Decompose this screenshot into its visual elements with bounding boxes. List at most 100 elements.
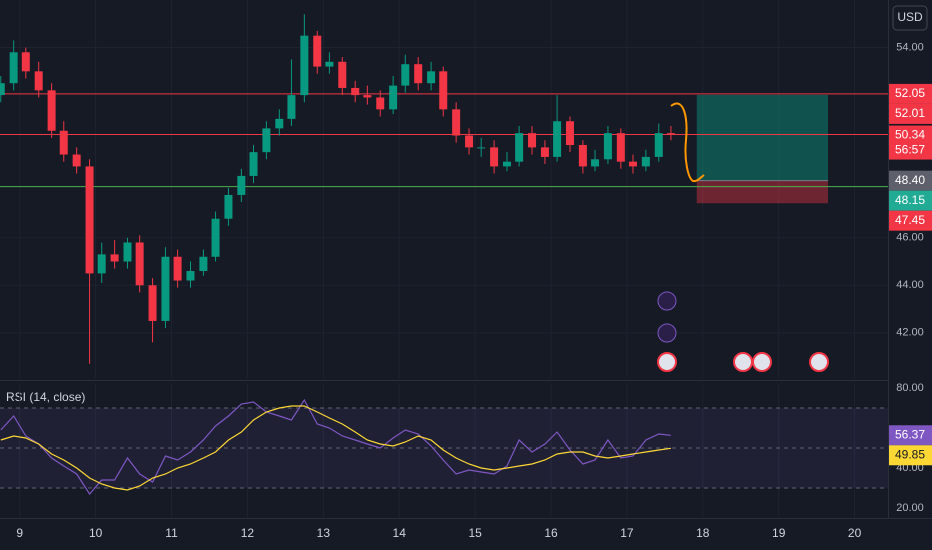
candle-body bbox=[300, 35, 309, 96]
candle-body bbox=[224, 194, 233, 219]
icon[interactable] bbox=[657, 323, 677, 343]
y-tick-label: 54.00 bbox=[896, 41, 924, 53]
icon[interactable] bbox=[752, 352, 772, 372]
candle-body bbox=[123, 242, 132, 262]
x-tick-label: 12 bbox=[241, 526, 255, 540]
price-badge-label: 56.37 bbox=[895, 427, 925, 441]
price-badge bbox=[889, 170, 932, 191]
drawing bbox=[670, 102, 705, 183]
candle-body bbox=[325, 61, 334, 67]
price-badge-label: 52.05 bbox=[895, 86, 925, 100]
price-badge-label: 48.15 bbox=[895, 193, 925, 207]
x-tick-label: 11 bbox=[165, 526, 178, 540]
candle-body bbox=[389, 85, 398, 110]
candle-body bbox=[211, 218, 220, 257]
x-tick-label: 10 bbox=[89, 526, 103, 540]
x-tick-label: 19 bbox=[772, 526, 786, 540]
price-badge bbox=[889, 190, 932, 211]
icon[interactable] bbox=[733, 352, 753, 372]
candle-body bbox=[427, 71, 436, 84]
candle-body bbox=[641, 156, 650, 167]
icon[interactable] bbox=[657, 291, 677, 311]
candle-body bbox=[540, 147, 549, 157]
candle-body bbox=[186, 271, 195, 281]
price-badge-label: 49.85 bbox=[895, 447, 925, 461]
rsi-title: RSI (14, close) bbox=[6, 390, 85, 404]
loss-zone bbox=[696, 180, 829, 204]
candle-body bbox=[9, 52, 18, 84]
y-tick-label: 20.00 bbox=[896, 502, 924, 514]
price-badge bbox=[889, 445, 932, 466]
candle-body bbox=[199, 256, 208, 272]
candle-body bbox=[439, 71, 448, 110]
candle-body bbox=[502, 161, 511, 167]
x-tick-label: 20 bbox=[848, 526, 862, 540]
candle-body bbox=[565, 121, 574, 146]
candle-body bbox=[414, 64, 423, 84]
candle-body bbox=[401, 64, 410, 86]
y-tick-label: 46.00 bbox=[896, 232, 924, 244]
price-badge bbox=[889, 125, 932, 160]
candle-body bbox=[628, 161, 637, 167]
currency-button[interactable] bbox=[892, 5, 928, 31]
x-tick-label: 9 bbox=[16, 526, 23, 540]
candle-body bbox=[528, 133, 537, 148]
price-badge-label: 48.40 bbox=[895, 173, 925, 187]
candle-body bbox=[237, 175, 246, 195]
candle-body bbox=[553, 121, 562, 157]
candle-body bbox=[173, 256, 182, 281]
icon[interactable] bbox=[809, 352, 829, 372]
candle-body bbox=[72, 154, 81, 167]
rsi-line bbox=[0, 398, 671, 495]
candle-body bbox=[97, 254, 106, 274]
candle-body bbox=[351, 87, 360, 96]
price-badge bbox=[889, 83, 932, 104]
candle-body bbox=[135, 242, 144, 286]
candle-body bbox=[515, 133, 524, 162]
candle-body bbox=[249, 152, 258, 176]
candle-body bbox=[0, 83, 5, 96]
candle-body bbox=[85, 166, 94, 274]
candle-body bbox=[477, 147, 486, 149]
x-tick-label: 17 bbox=[620, 526, 634, 540]
candle-body bbox=[338, 61, 347, 88]
candle-body bbox=[275, 118, 284, 129]
candle-body bbox=[452, 109, 461, 136]
candle-body bbox=[110, 254, 119, 262]
candle-body bbox=[47, 90, 56, 131]
icon[interactable] bbox=[657, 352, 677, 372]
candle-body bbox=[603, 133, 612, 160]
candle-body bbox=[161, 256, 170, 321]
candle-body bbox=[262, 128, 271, 153]
candle-body bbox=[313, 35, 322, 67]
y-tick-label: 44.00 bbox=[896, 279, 924, 291]
currency[interactable]: USD bbox=[897, 10, 923, 24]
candle-body bbox=[591, 159, 600, 167]
y-tick-label: 42.00 bbox=[896, 327, 924, 339]
candle-body bbox=[654, 133, 663, 157]
price-badge bbox=[889, 103, 932, 124]
candle-body bbox=[578, 145, 587, 167]
price-badge-label: 50.34 bbox=[895, 128, 925, 142]
candle-body bbox=[666, 133, 675, 135]
candle-body bbox=[59, 130, 68, 155]
candle-body bbox=[21, 52, 30, 72]
x-tick-label: 18 bbox=[696, 526, 710, 540]
y-tick-label: 80.00 bbox=[896, 382, 924, 394]
candle-body bbox=[287, 95, 296, 119]
candle-body bbox=[363, 95, 372, 98]
candle-body bbox=[376, 97, 385, 110]
candle-body bbox=[34, 71, 43, 91]
countdown: 56:57 bbox=[895, 143, 925, 157]
candle-body bbox=[616, 133, 625, 162]
price-badge bbox=[889, 425, 932, 446]
price-badge-label: 52.01 bbox=[895, 106, 925, 120]
price-badge bbox=[889, 210, 932, 231]
x-tick-label: 15 bbox=[468, 526, 482, 540]
profit-zone bbox=[696, 94, 829, 181]
price-badge-label: 47.45 bbox=[895, 213, 925, 227]
x-tick-label: 14 bbox=[393, 526, 407, 540]
x-tick-label: 16 bbox=[544, 526, 558, 540]
candle-body bbox=[490, 147, 499, 167]
